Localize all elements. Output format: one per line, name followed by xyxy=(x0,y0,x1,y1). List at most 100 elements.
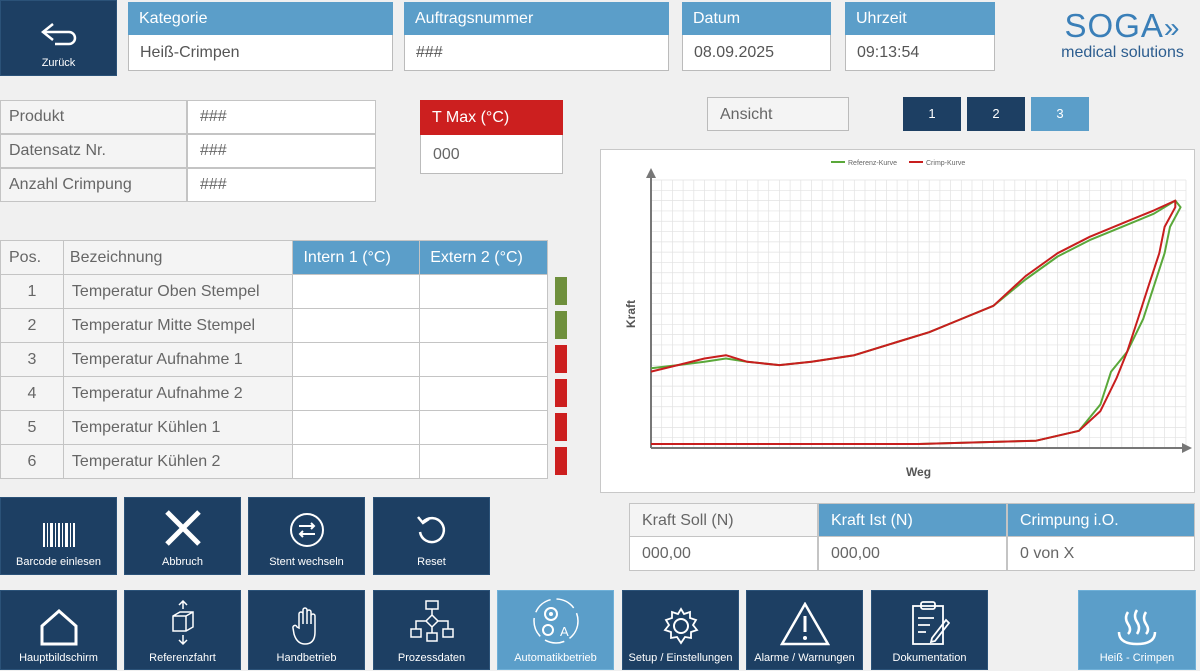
extern-value xyxy=(419,376,548,411)
status-indicator-5 xyxy=(555,413,567,441)
y-axis-label: Kraft xyxy=(624,300,638,328)
crimpung-io-label: Crimpung i.O. xyxy=(1007,503,1195,537)
auftrag-label: Auftragsnummer xyxy=(404,2,669,35)
row-name: Temperatur Kühlen 2 xyxy=(62,444,294,479)
row-name: Temperatur Kühlen 1 xyxy=(62,410,294,445)
intern-value xyxy=(292,342,421,377)
mode-label: Heiß - Crimpen xyxy=(1099,652,1175,664)
tmax-box: T Max (°C) 000 xyxy=(420,100,563,174)
col-bezeichnung: Bezeichnung xyxy=(62,240,294,275)
mode-heiss-crimpen[interactable]: Heiß - Crimpen xyxy=(1078,590,1196,670)
intern-value xyxy=(292,410,421,445)
nav-prozessdaten[interactable]: Prozessdaten xyxy=(373,590,490,670)
flowchart-icon xyxy=(409,600,454,642)
table-row: 5 Temperatur Kühlen 1 xyxy=(0,410,548,445)
barcode-button[interactable]: Barcode einlesen xyxy=(0,497,117,575)
legend-label: Crimp-Kurve xyxy=(926,160,965,167)
row-pos: 4 xyxy=(0,376,64,411)
y-axis-arrow xyxy=(646,168,656,178)
nav-label: Referenzfahrt xyxy=(149,652,216,664)
row-pos: 6 xyxy=(0,444,64,479)
reset-button[interactable]: Reset xyxy=(373,497,490,575)
product-info-grid: Produkt ### Datensatz Nr. ### Anzahl Cri… xyxy=(0,100,376,202)
logo-subtitle: medical solutions xyxy=(1061,44,1184,61)
status-indicator-6 xyxy=(555,447,567,475)
abbruch-button[interactable]: Abbruch xyxy=(124,497,241,575)
barcode-label: Barcode einlesen xyxy=(15,556,101,568)
extern-value xyxy=(419,274,548,309)
extern-value xyxy=(419,342,548,377)
nav-handbetrieb[interactable]: Handbetrieb xyxy=(248,590,365,670)
datum-label: Datum xyxy=(682,2,831,35)
nav-automatikbetrieb[interactable]: A Automatikbetrieb xyxy=(497,590,614,670)
datensatz-label: Datensatz Nr. xyxy=(0,134,187,168)
kraft-ist-label: Kraft Ist (N) xyxy=(818,503,1007,537)
barcode-icon xyxy=(42,523,75,547)
col-intern: Intern 1 (°C) xyxy=(292,240,421,275)
series-line xyxy=(650,199,1177,445)
nav-label: Alarme / Warnungen xyxy=(754,652,855,664)
produkt-value: ### xyxy=(187,100,376,134)
nav-dokumentation[interactable]: Dokumentation xyxy=(871,590,988,670)
row-name: Temperatur Mitte Stempel xyxy=(62,308,294,343)
gear-icon xyxy=(662,607,699,645)
anzahl-label: Anzahl Crimpung xyxy=(0,168,187,202)
view-button-2[interactable]: 2 xyxy=(967,97,1025,131)
kraft-soll-label: Kraft Soll (N) xyxy=(629,503,818,537)
uhrzeit-label: Uhrzeit xyxy=(845,2,995,35)
kategorie-value: Heiß-Crimpen xyxy=(128,35,393,71)
heat-icon xyxy=(1117,609,1157,646)
force-table: Kraft Soll (N) Kraft Ist (N) Crimpung i.… xyxy=(629,503,1195,571)
tmax-value: 000 xyxy=(420,135,563,174)
status-indicator-2 xyxy=(555,311,567,339)
extern-value xyxy=(419,444,548,479)
row-name: Temperatur Aufnahme 2 xyxy=(62,376,294,411)
back-button[interactable]: Zurück xyxy=(0,0,117,76)
anzahl-value: ### xyxy=(187,168,376,202)
col-extern: Extern 2 (°C) xyxy=(419,240,548,275)
view-button-1[interactable]: 1 xyxy=(903,97,961,131)
view-button-3[interactable]: 3 xyxy=(1031,97,1089,131)
nav-hauptbildschirm[interactable]: Hauptbildschirm xyxy=(0,590,117,670)
stent-label: Stent wechseln xyxy=(269,556,344,568)
table-row: 3 Temperatur Aufnahme 1 xyxy=(0,342,548,377)
kategorie-label: Kategorie xyxy=(128,2,393,35)
force-chart: Weg Kraft Referenz-Kurve Crimp-Kurve xyxy=(624,160,1192,479)
table-row: 2 Temperatur Mitte Stempel xyxy=(0,308,548,343)
col-pos: Pos. xyxy=(0,240,64,275)
row-name: Temperatur Oben Stempel xyxy=(62,274,294,309)
nav-referenzfahrt[interactable]: Referenzfahrt xyxy=(124,590,241,670)
datensatz-value: ### xyxy=(187,134,376,168)
row-name: Temperatur Aufnahme 1 xyxy=(62,342,294,377)
nav-alarme[interactable]: Alarme / Warnungen xyxy=(746,590,863,670)
extern-value xyxy=(419,308,548,343)
kraft-ist-value: 000,00 xyxy=(818,537,1007,571)
status-indicator-3 xyxy=(555,345,567,373)
row-pos: 2 xyxy=(0,308,64,343)
abbruch-label: Abbruch xyxy=(162,556,203,568)
intern-value xyxy=(292,308,421,343)
back-label: Zurück xyxy=(41,57,76,69)
reset-icon xyxy=(416,516,445,544)
row-pos: 5 xyxy=(0,410,64,445)
tmax-label: T Max (°C) xyxy=(420,100,563,135)
intern-value xyxy=(292,444,421,479)
nav-setup[interactable]: Setup / Einstellungen xyxy=(622,590,739,670)
uhrzeit-box: Uhrzeit 09:13:54 xyxy=(845,2,995,71)
kategorie-box: Kategorie Heiß-Crimpen xyxy=(128,2,393,71)
kraft-soll-value: 000,00 xyxy=(629,537,818,571)
x-axis-label: Weg xyxy=(906,465,931,479)
datum-box: Datum 08.09.2025 xyxy=(682,2,831,71)
ansicht-label: Ansicht xyxy=(707,97,849,131)
auftrag-value: ### xyxy=(404,35,669,71)
clipboard-icon xyxy=(911,601,950,645)
row-pos: 3 xyxy=(0,342,64,377)
nav-label: Setup / Einstellungen xyxy=(628,652,733,664)
intern-value xyxy=(292,274,421,309)
warning-icon xyxy=(779,602,830,646)
table-row: 1 Temperatur Oben Stempel xyxy=(0,274,548,309)
nav-label: Automatikbetrieb xyxy=(514,652,597,664)
stent-button[interactable]: Stent wechseln xyxy=(248,497,365,575)
close-icon xyxy=(164,510,201,546)
datum-value: 08.09.2025 xyxy=(682,35,831,71)
